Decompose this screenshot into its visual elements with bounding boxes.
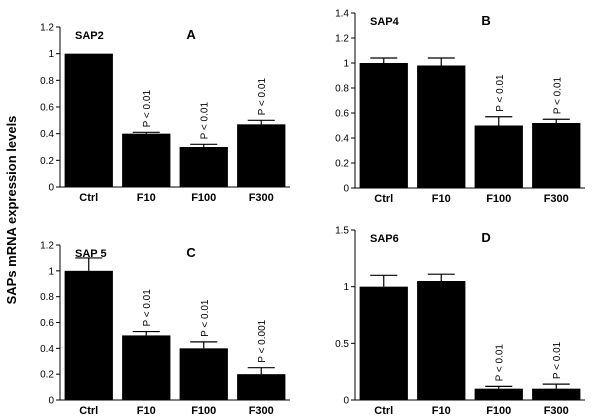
x-tick-label: F10 — [432, 405, 451, 417]
significance-label: P < 0.01 — [142, 289, 153, 327]
y-tick-label: 0.6 — [40, 318, 54, 329]
y-tick-label: 1 — [343, 59, 349, 70]
y-tick-label: 0.2 — [335, 159, 349, 170]
panel-c: 0 0.2 0.4 0.6 0.8 1 1.2 Ctrl F10 P < 0.01 F100 P < … — [40, 241, 290, 417]
x-tick-label: F10 — [137, 405, 156, 417]
panel-d: 0 0.5 1 1.5 Ctrl F10 F100 P < 0.01 F300 P < 0.01 S… — [335, 226, 585, 417]
panel-name: SAP4 — [370, 16, 400, 28]
x-tick-label: F100 — [191, 405, 216, 417]
x-tick-label: F300 — [249, 405, 274, 417]
y-tick-label: 0.4 — [335, 134, 349, 145]
panel-a: 0 0.2 0.4 0.6 0.8 1 1.2 Ctrl F10 P < 0.01 F100 P < … — [40, 23, 290, 204]
x-tick-label: F100 — [486, 405, 511, 417]
y-tick-label: 0.8 — [40, 76, 54, 87]
panel-letter: D — [481, 230, 490, 245]
x-tick-label: Ctrl — [374, 193, 393, 205]
y-tick-label: 0 — [48, 396, 54, 407]
bar — [359, 286, 408, 400]
y-tick-label: 0.4 — [40, 344, 54, 355]
bar — [474, 125, 523, 188]
bar — [474, 388, 523, 400]
bar — [122, 133, 171, 187]
bar — [359, 63, 408, 188]
panel-name: SAP 5 — [75, 248, 107, 260]
y-tick-label: 0.2 — [40, 156, 54, 167]
y-tick-label: 1.2 — [40, 23, 54, 34]
significance-label: P < 0.01 — [200, 102, 211, 140]
x-tick-label: Ctrl — [79, 192, 98, 204]
panel-name: SAP6 — [370, 233, 399, 245]
significance-label: P < 0.01 — [495, 74, 506, 112]
x-tick-label: F100 — [191, 192, 216, 204]
panel-letter: C — [186, 245, 196, 260]
bar — [417, 65, 466, 188]
bar — [64, 270, 113, 400]
y-tick-label: 0.6 — [335, 109, 349, 120]
y-tick-label: 1.5 — [335, 226, 349, 237]
panel-b: 0 0.2 0.4 0.6 0.8 1 1.2 1.4 Ctrl F10 F100 P < 0.01 F… — [335, 9, 585, 205]
bar — [64, 53, 113, 187]
y-axis-label: SAPs mRNA expression levels — [4, 116, 19, 305]
x-tick-label: F10 — [432, 193, 451, 205]
y-tick-label: 1.4 — [335, 9, 349, 20]
significance-label: P < 0.01 — [142, 90, 153, 128]
x-tick-label: F300 — [544, 405, 569, 417]
y-tick-label: 1 — [343, 282, 349, 293]
bar — [122, 335, 171, 400]
significance-label: P < 0.01 — [257, 78, 268, 116]
y-tick-label: 1 — [48, 49, 54, 60]
y-tick-label: 0.4 — [40, 129, 54, 140]
y-tick-label: 1.2 — [335, 34, 349, 45]
significance-label: P < 0.001 — [257, 319, 268, 362]
x-tick-label: F300 — [249, 192, 274, 204]
bar — [179, 348, 228, 400]
y-tick-label: 0 — [343, 184, 349, 195]
y-tick-label: 0 — [48, 183, 54, 194]
bar — [237, 124, 286, 187]
y-tick-label: 0.8 — [40, 292, 54, 303]
significance-label: P < 0.01 — [200, 299, 211, 337]
panel-letter: A — [186, 27, 196, 42]
x-tick-label: F100 — [486, 193, 511, 205]
y-tick-label: 0.8 — [335, 84, 349, 95]
x-tick-label: F10 — [137, 192, 156, 204]
panel-letter: B — [481, 13, 490, 28]
y-tick-label: 0.2 — [40, 370, 54, 381]
y-tick-label: 0.6 — [40, 103, 54, 114]
y-tick-label: 0.5 — [335, 339, 349, 350]
significance-label: P < 0.01 — [552, 76, 563, 114]
x-tick-label: Ctrl — [374, 405, 393, 417]
bar — [532, 388, 581, 400]
y-tick-label: 1 — [48, 266, 54, 277]
panel-name: SAP2 — [75, 30, 104, 42]
bar — [179, 147, 228, 187]
bar — [237, 374, 286, 400]
x-tick-label: Ctrl — [79, 405, 98, 417]
bar — [417, 281, 466, 400]
significance-label: P < 0.01 — [495, 344, 506, 382]
y-tick-label: 1.2 — [40, 241, 54, 252]
significance-label: P < 0.01 — [552, 341, 563, 379]
x-tick-label: F300 — [544, 193, 569, 205]
y-tick-label: 0 — [343, 396, 349, 407]
bar — [532, 123, 581, 188]
